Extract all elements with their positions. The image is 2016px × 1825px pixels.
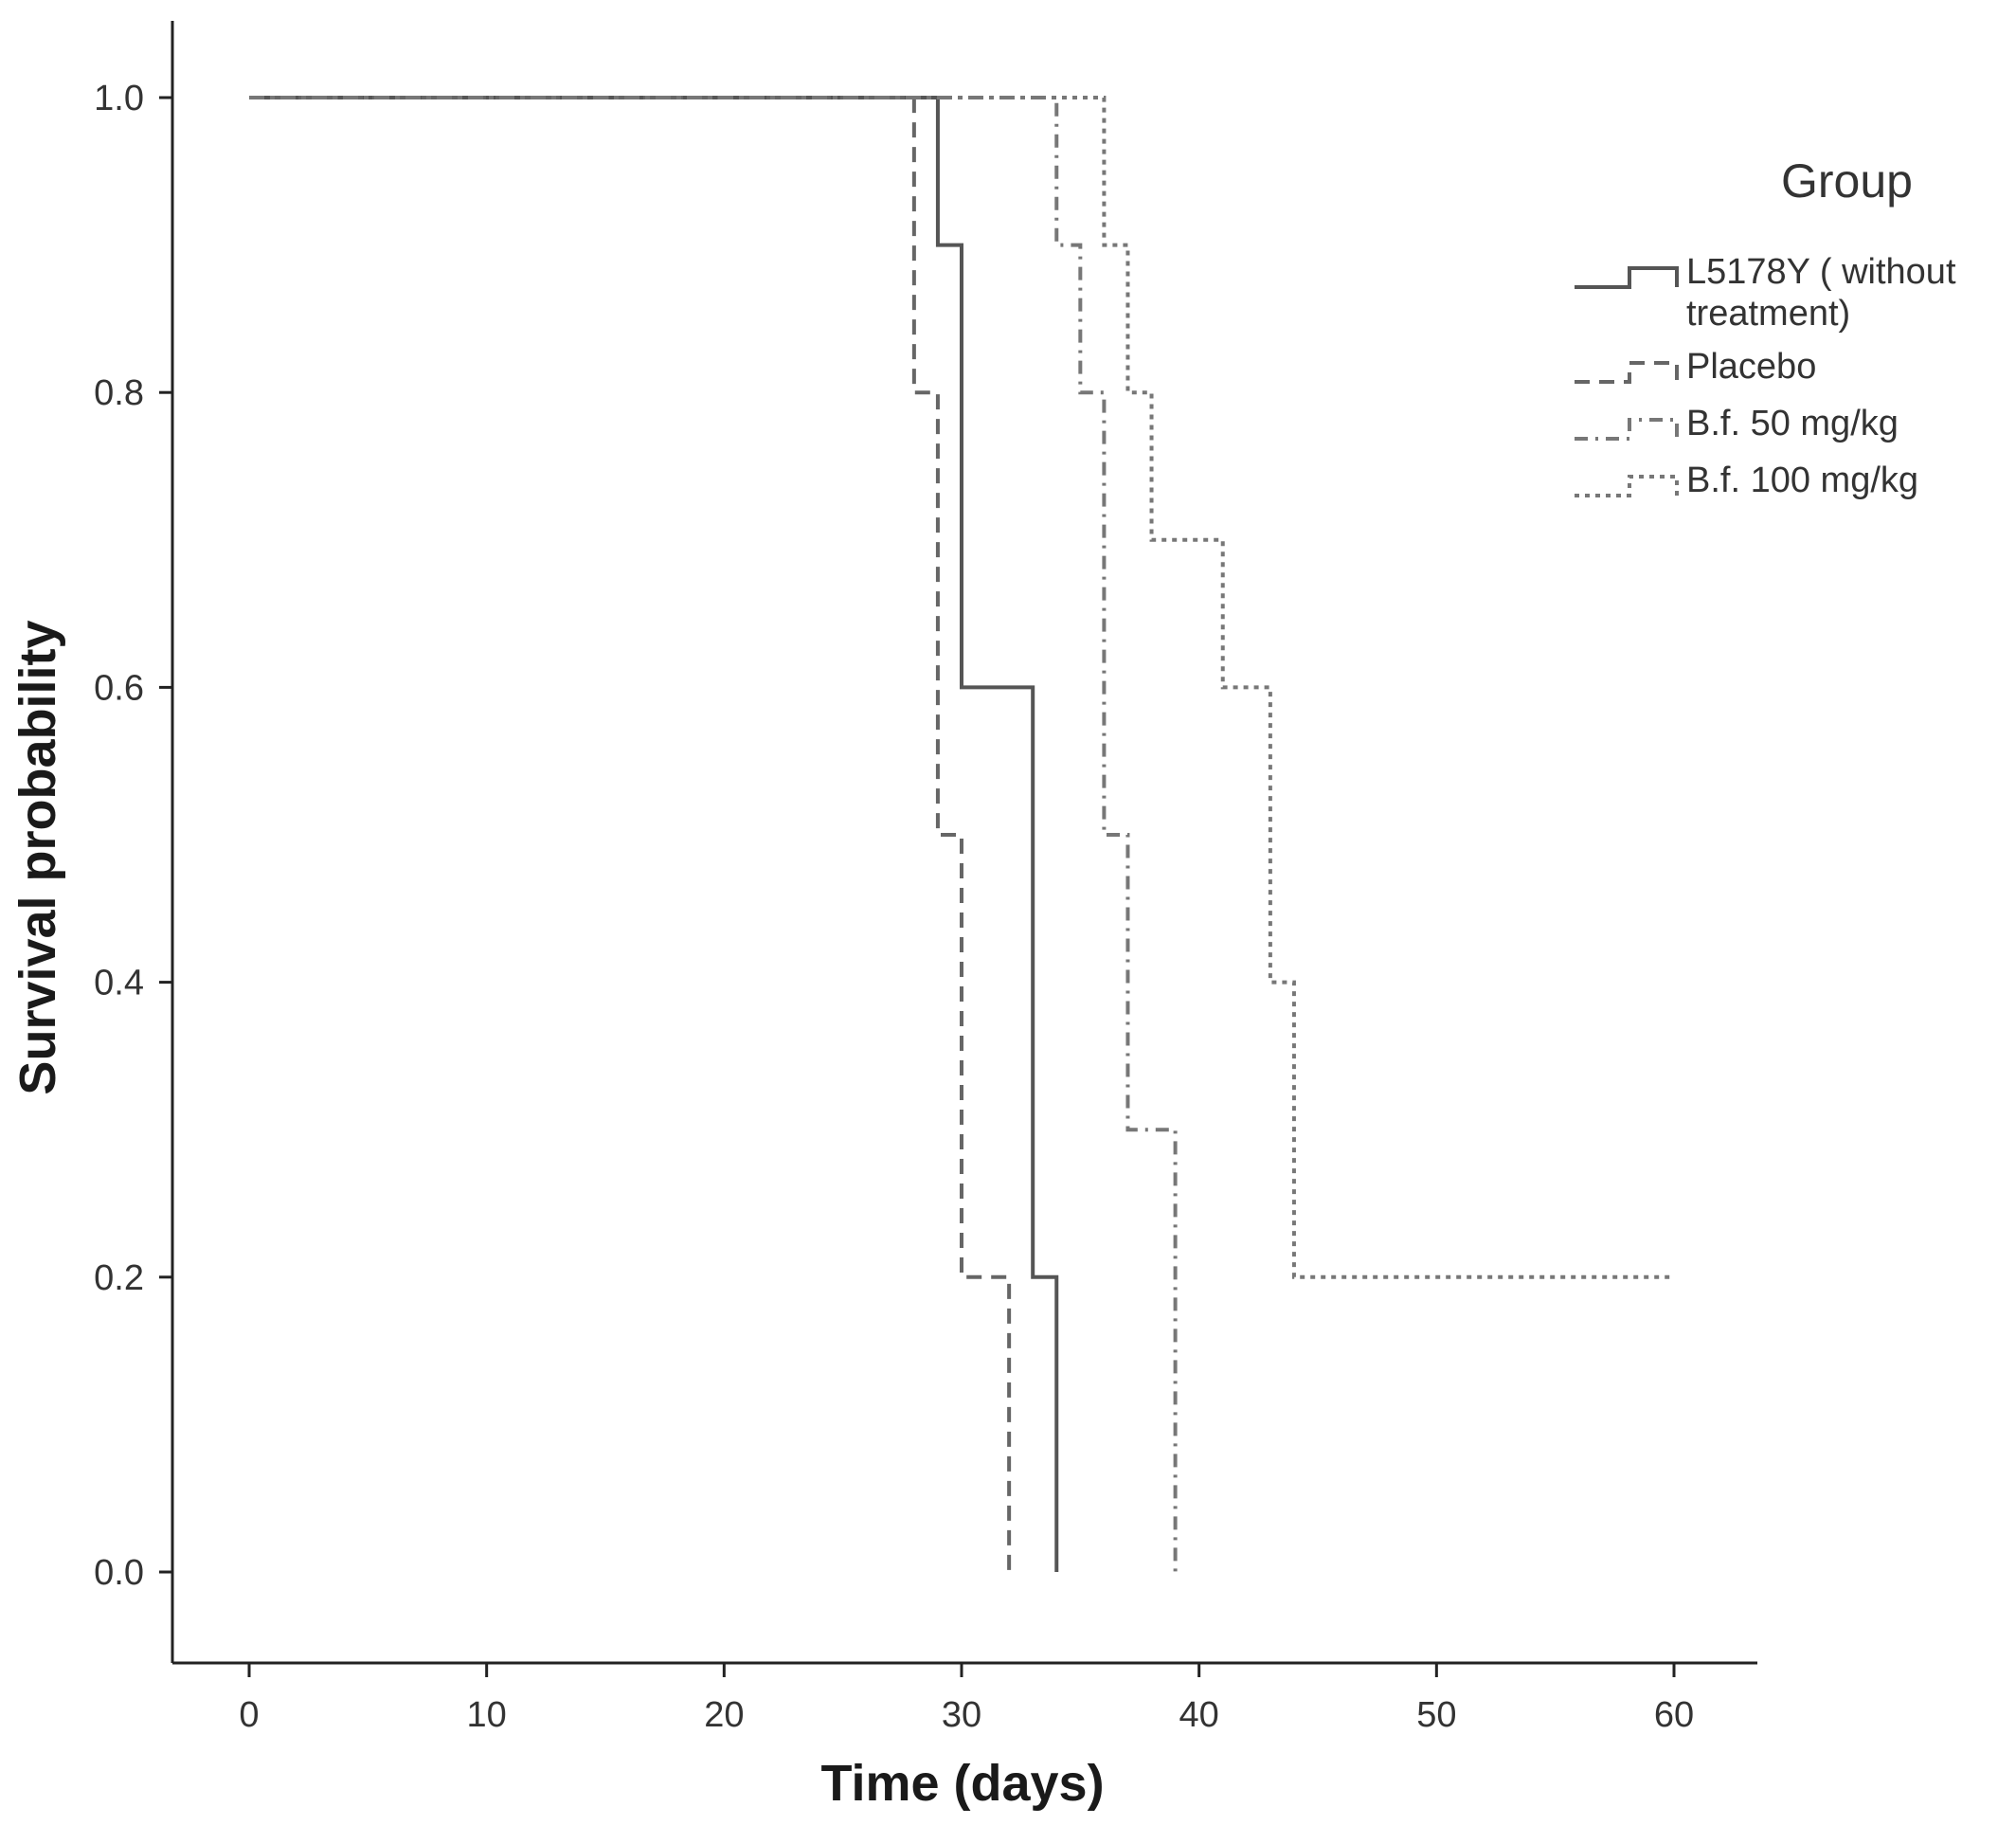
series-line xyxy=(249,96,1012,1572)
x-tick-label: 50 xyxy=(1416,1695,1456,1735)
x-tick-label: 10 xyxy=(467,1695,507,1735)
x-tick-label: 0 xyxy=(239,1695,259,1735)
x-tick-label: 60 xyxy=(1654,1695,1694,1735)
legend-label: L5178Y ( without xyxy=(1686,252,1956,292)
legend-label: treatment) xyxy=(1686,294,1850,334)
x-axis-ticks: 0 10 20 30 40 50 60 xyxy=(239,1663,1694,1735)
y-tick-label: 0.6 xyxy=(94,668,144,708)
legend-label: Placebo xyxy=(1686,347,1816,387)
y-tick-label: 1.0 xyxy=(94,79,144,118)
series-line xyxy=(249,96,1178,1572)
x-tick-label: 40 xyxy=(1179,1695,1219,1735)
x-axis-title: Time (days) xyxy=(820,1755,1104,1812)
series-line xyxy=(249,96,1674,1279)
x-tick-label: 20 xyxy=(704,1695,744,1735)
series-line xyxy=(249,96,1059,1572)
y-tick-label: 0.0 xyxy=(94,1553,144,1593)
legend-title: Group xyxy=(1781,154,1913,208)
legend-label: B.f. 50 mg/kg xyxy=(1686,404,1899,443)
legend-swatch xyxy=(1575,418,1679,441)
y-tick-label: 0.4 xyxy=(94,964,144,1003)
plot-frame xyxy=(171,21,1757,1665)
y-tick-label: 0.2 xyxy=(94,1258,144,1298)
y-tick-label: 0.8 xyxy=(94,373,144,413)
legend-label: B.f. 100 mg/kg xyxy=(1686,461,1918,500)
legend-swatch xyxy=(1575,475,1679,497)
survival-curves xyxy=(249,96,1674,1572)
y-axis-title: Survival probability xyxy=(9,620,66,1094)
legend-swatch xyxy=(1575,361,1679,384)
legend-swatch xyxy=(1575,266,1679,289)
y-axis-ticks: 0.0 0.2 0.4 0.6 0.8 1.0 xyxy=(94,79,172,1593)
x-tick-label: 30 xyxy=(942,1695,981,1735)
